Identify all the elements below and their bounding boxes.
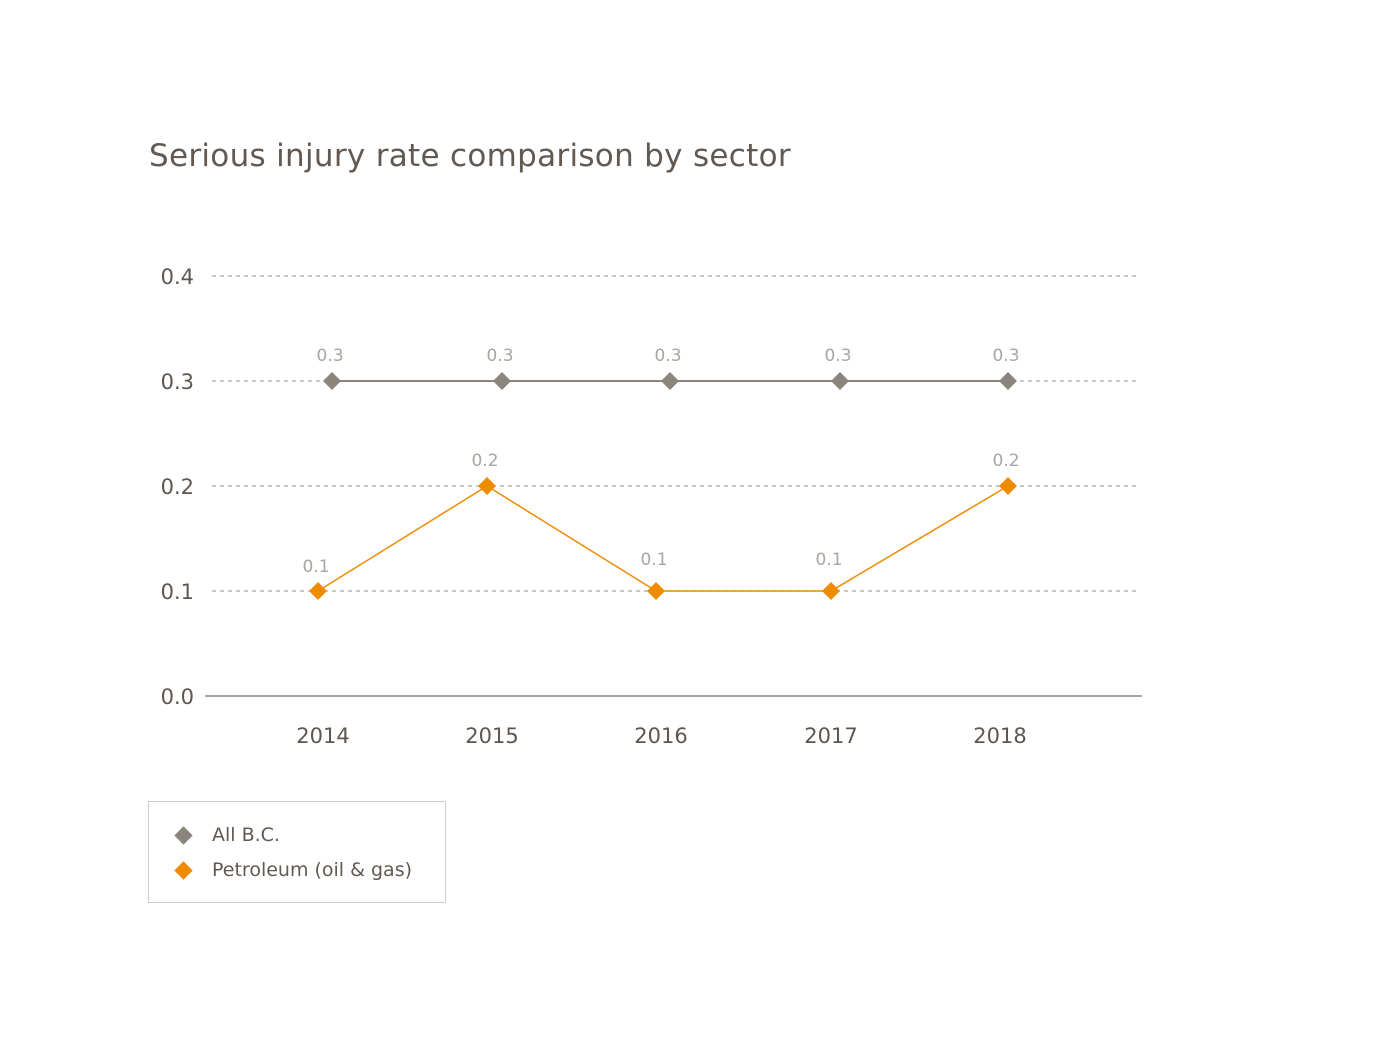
data-label: 0.3 (486, 346, 513, 366)
diamond-marker-icon (174, 825, 193, 845)
data-label: 0.1 (815, 550, 842, 570)
x-tick-label: 2015 (465, 724, 518, 748)
data-label: 0.2 (992, 451, 1019, 471)
data-label: 0.2 (471, 451, 498, 471)
data-point (478, 477, 496, 495)
diamond-marker-icon (174, 860, 193, 880)
data-label: 0.3 (654, 346, 681, 366)
chart-title: Serious injury rate comparison by sector (149, 138, 791, 174)
data-point (647, 582, 665, 600)
x-tick-label: 2018 (973, 724, 1026, 748)
x-tick-label: 2016 (634, 724, 687, 748)
data-point (309, 582, 327, 600)
y-tick-label: 0.2 (161, 475, 194, 499)
x-tick-label: 2014 (296, 724, 349, 748)
data-label: 0.1 (640, 550, 667, 570)
y-tick-label: 0.1 (161, 580, 194, 604)
data-point (831, 372, 849, 390)
y-tick-label: 0.3 (161, 370, 194, 394)
data-point (661, 372, 679, 390)
legend-label: All B.C. (212, 824, 280, 846)
data-point (493, 372, 511, 390)
legend-label: Petroleum (oil & gas) (212, 859, 413, 881)
y-tick-label: 0.0 (161, 685, 194, 709)
series-line (317, 485, 1009, 592)
y-tick-label: 0.4 (161, 265, 194, 289)
legend-item-petroleum: Petroleum (oil & gas) (174, 859, 413, 881)
data-label: 0.3 (992, 346, 1019, 366)
data-label: 0.3 (316, 346, 343, 366)
legend-item-all-bc: All B.C. (174, 824, 280, 846)
data-point (999, 372, 1017, 390)
legend: All B.C. Petroleum (oil & gas) (148, 801, 446, 903)
data-point (999, 477, 1017, 495)
data-point (323, 372, 341, 390)
data-label: 0.3 (824, 346, 851, 366)
data-label: 0.1 (302, 557, 329, 577)
data-point (822, 582, 840, 600)
x-tick-label: 2017 (804, 724, 857, 748)
